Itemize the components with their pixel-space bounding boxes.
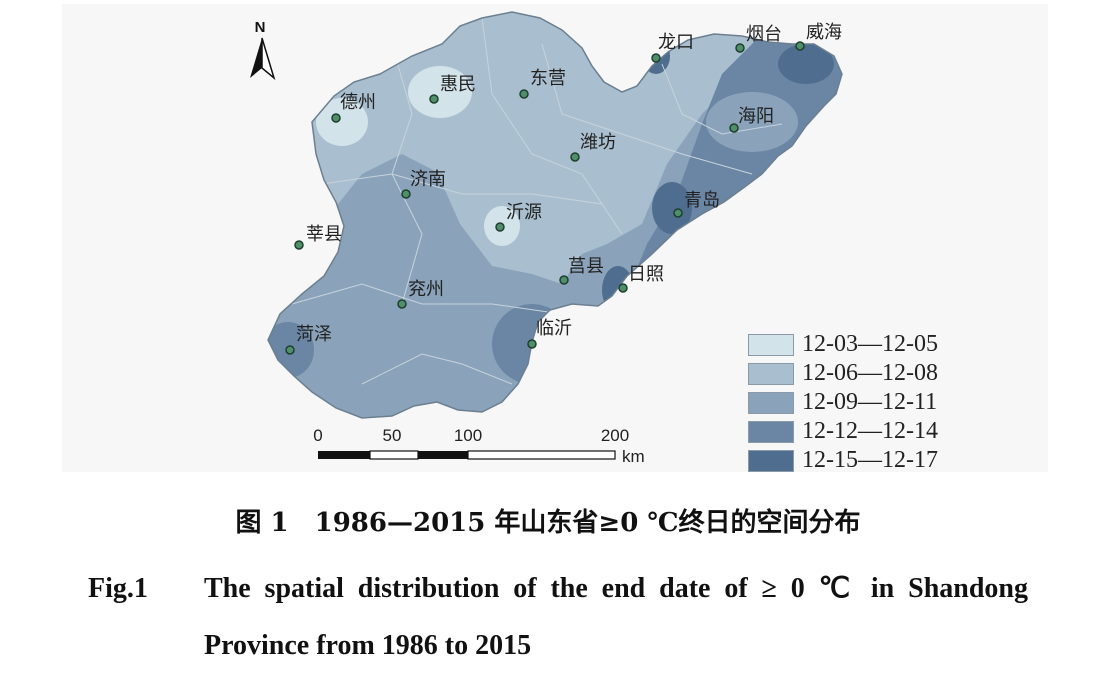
city-marker xyxy=(651,53,661,63)
scale-tick-label: 50 xyxy=(383,426,402,445)
city-marker xyxy=(729,123,739,133)
city-label: 烟台 xyxy=(746,24,782,45)
figure-caption-cn: 图 1 1986—2015 年山东省≥0 ℃终日的空间分布 xyxy=(235,508,861,538)
legend-item: 12-12—12-14 xyxy=(748,417,958,446)
scale-unit: km xyxy=(622,447,645,466)
city-dezhou: 德州 xyxy=(331,92,376,123)
city-longkou: 龙口 xyxy=(651,32,694,63)
city-label: 日照 xyxy=(628,264,664,285)
city-weihai: 威海 xyxy=(795,22,842,51)
city-label: 莒县 xyxy=(568,256,604,277)
city-label: 海阳 xyxy=(738,106,774,127)
city-marker xyxy=(673,208,683,218)
city-marker xyxy=(618,283,628,293)
city-huimin: 惠民 xyxy=(429,74,476,104)
city-heze: 菏泽 xyxy=(285,324,332,355)
province-outline xyxy=(267,11,843,419)
figure-number: Fig.1 xyxy=(88,573,148,604)
city-marker xyxy=(285,345,295,355)
city-label: 东营 xyxy=(530,68,566,89)
city-marker xyxy=(735,43,745,53)
legend-label: 12-03—12-05 xyxy=(802,331,938,357)
legend-label: 12-09—12-11 xyxy=(802,389,938,415)
legend-item: 12-15—12-17 xyxy=(748,446,958,475)
figure-caption-text: The spatial distribution of the end date… xyxy=(204,573,1028,661)
city-label: 威海 xyxy=(806,22,842,43)
north-label: N xyxy=(255,19,266,36)
legend-swatch xyxy=(748,391,794,414)
city-marker xyxy=(795,41,805,51)
scale-tick-label: 100 xyxy=(454,426,482,445)
city-marker xyxy=(570,152,580,162)
city-marker xyxy=(397,299,407,309)
legend-swatch xyxy=(748,420,794,443)
map-panel: N 德州 惠民 东营 龙口 烟台 威海 海阳 潍坊 济南 沂源 青岛 莘县 莒县… xyxy=(62,4,1048,475)
city-weifang: 潍坊 xyxy=(570,132,616,162)
city-marker xyxy=(429,94,439,104)
scale-tick-label: 200 xyxy=(601,426,629,445)
legend-item: 12-06—12-08 xyxy=(748,359,958,388)
city-marker xyxy=(331,113,341,123)
zone-qingdao-dark xyxy=(652,182,692,234)
city-marker xyxy=(519,89,529,99)
county-boundaries xyxy=(291,17,783,385)
city-label: 兖州 xyxy=(408,279,444,300)
city-marker xyxy=(401,189,411,199)
scale-bar: 0 50 100 200 km xyxy=(313,426,644,466)
city-linyi: 临沂 xyxy=(527,318,572,349)
city-label: 潍坊 xyxy=(580,132,616,153)
legend-label: 12-15—12-17 xyxy=(802,447,938,473)
zone-weihai-dark xyxy=(778,44,834,84)
zone-dezhou-light xyxy=(316,98,368,146)
legend-swatch xyxy=(748,449,794,472)
city-label: 济南 xyxy=(410,169,446,190)
city-label: 德州 xyxy=(340,92,376,113)
city-yiyuan: 沂源 xyxy=(495,202,542,232)
city-label: 菏泽 xyxy=(296,324,332,345)
city-juxian: 莒县 xyxy=(559,256,604,285)
city-label: 沂源 xyxy=(506,202,542,223)
city-yanzhou: 兖州 xyxy=(397,279,444,309)
legend: 12-03—12-05 12-06—12-08 12-09—12-11 12-1… xyxy=(748,330,958,475)
zone-haiyang xyxy=(706,92,798,152)
city-shenxian: 莘县 xyxy=(294,224,342,250)
city-label: 青岛 xyxy=(684,190,720,211)
city-marker xyxy=(559,275,569,285)
city-marker xyxy=(495,222,505,232)
north-arrow-icon: N xyxy=(250,19,276,81)
legend-item: 12-09—12-11 xyxy=(748,388,958,417)
legend-swatch xyxy=(748,333,794,356)
city-dongying: 东营 xyxy=(519,68,566,99)
city-rizhao: 日照 xyxy=(618,264,664,293)
legend-label: 12-12—12-14 xyxy=(802,418,938,444)
city-label: 龙口 xyxy=(658,32,694,53)
zone-huimin-light xyxy=(408,66,472,118)
city-jinan: 济南 xyxy=(401,169,446,199)
city-marker xyxy=(294,240,304,250)
city-label: 临沂 xyxy=(536,318,572,339)
legend-swatch xyxy=(748,362,794,385)
city-yantai: 烟台 xyxy=(735,24,782,53)
legend-label: 12-06—12-08 xyxy=(802,360,938,386)
city-qingdao: 青岛 xyxy=(673,190,720,218)
scale-tick-label: 0 xyxy=(313,426,322,445)
city-markers: 德州 惠民 东营 龙口 烟台 威海 海阳 潍坊 济南 沂源 青岛 莘县 莒县 日… xyxy=(285,22,842,355)
city-haiyang: 海阳 xyxy=(729,106,774,133)
city-label: 惠民 xyxy=(440,74,476,95)
city-marker xyxy=(527,339,537,349)
legend-item: 12-03—12-05 xyxy=(748,330,958,359)
city-label: 莘县 xyxy=(306,224,342,245)
